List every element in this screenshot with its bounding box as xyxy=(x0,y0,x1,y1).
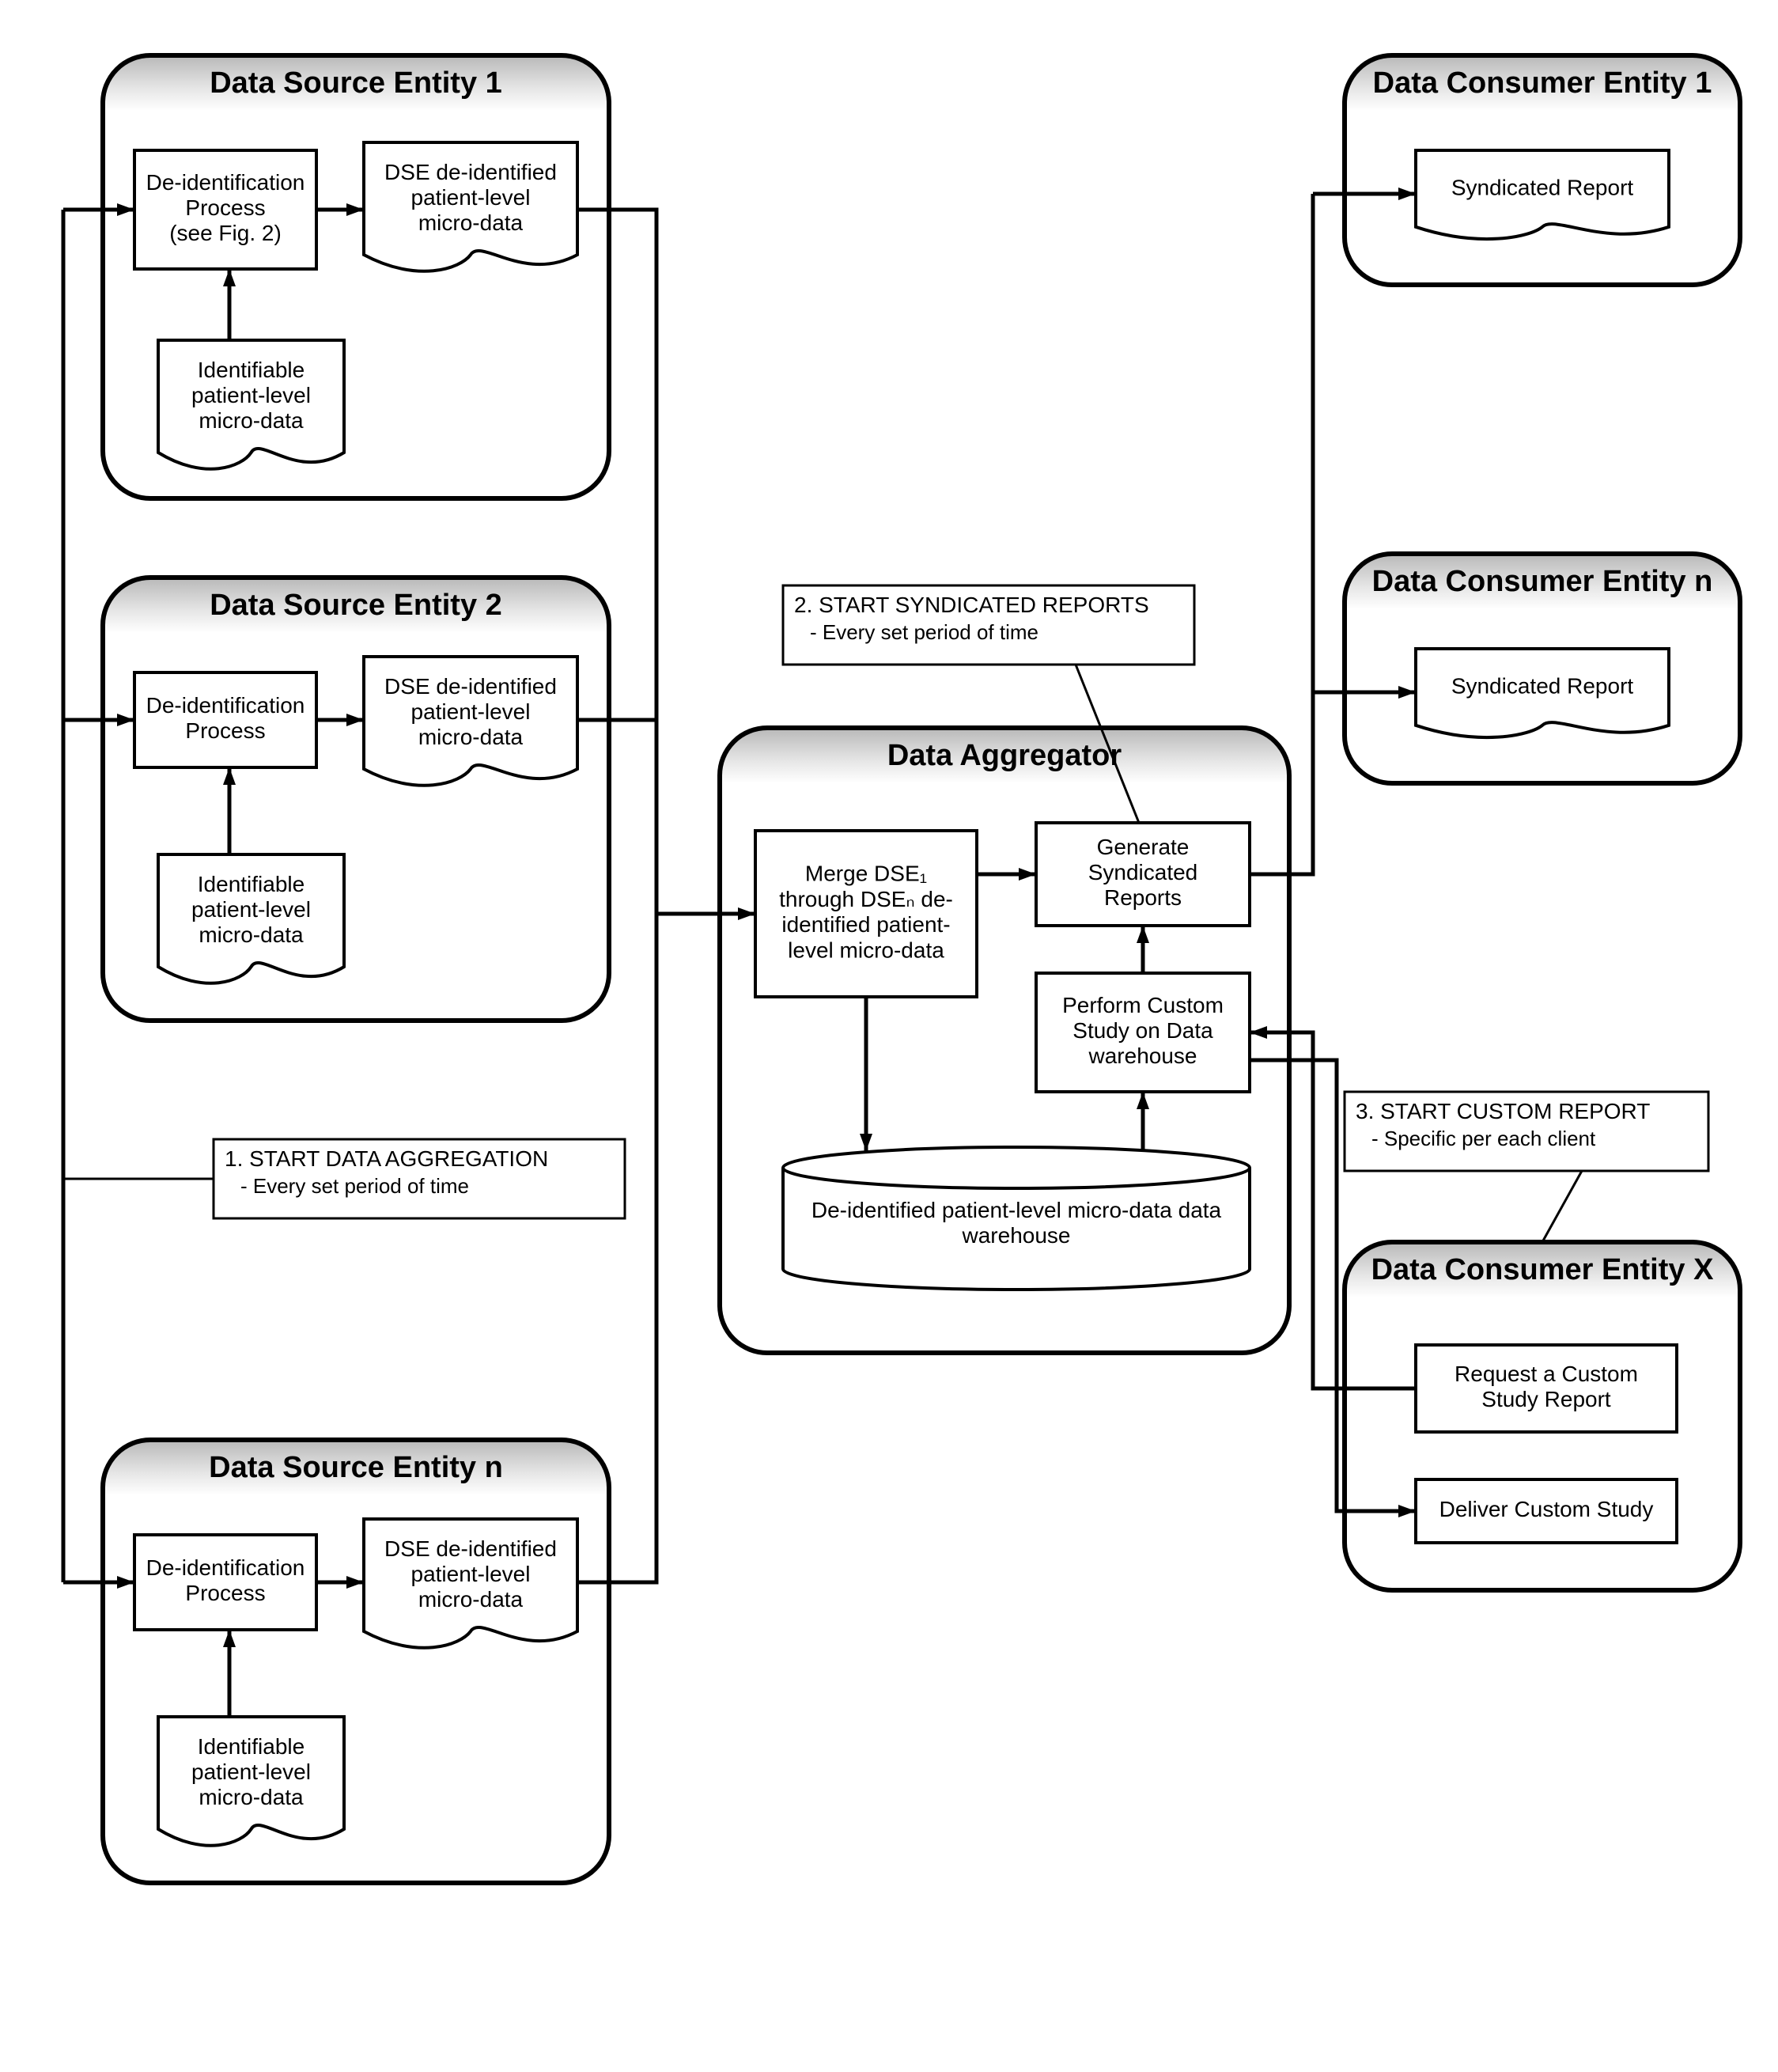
box-label: Deliver Custom Study xyxy=(1439,1497,1654,1521)
module-dse1: Data Source Entity 1 De-identificationPro… xyxy=(103,55,609,498)
note-body: - Every set period of time xyxy=(240,1174,469,1198)
module-title: Data Consumer Entity X xyxy=(1371,1253,1715,1286)
module-title: Data Consumer Entity 1 xyxy=(1373,66,1712,100)
box-dsen-out: DSE de-identifiedpatient-levelmicro-data xyxy=(364,1519,577,1648)
box-agg-wh: De-identified patient-level micro-data d… xyxy=(783,1147,1250,1290)
box-dcex-req: Request a CustomStudy Report xyxy=(1416,1345,1677,1432)
box-agg-merge: Merge DSE₁through DSEₙ de-identified pat… xyxy=(755,831,977,997)
box-dse2-ident: Identifiablepatient-levelmicro-data xyxy=(158,854,344,983)
box-label: Merge DSE₁through DSEₙ de-identified pat… xyxy=(779,862,953,963)
box-label: Identifiablepatient-levelmicro-data xyxy=(191,872,311,947)
module-title: Data Source Entity 2 xyxy=(210,589,502,622)
box-dcex-del: Deliver Custom Study xyxy=(1416,1479,1677,1543)
box-label: Request a CustomStudy Report xyxy=(1455,1362,1638,1411)
note-n1: 1. START DATA AGGREGATION - Every set per… xyxy=(63,1139,625,1218)
box-dse1-deid: De-identificationProcess(see Fig. 2) xyxy=(134,150,316,269)
box-dcen-rep: Syndicated Report xyxy=(1416,649,1669,737)
note-title: 3. START CUSTOM REPORT xyxy=(1356,1099,1650,1123)
edge-trunk-to-merge xyxy=(656,907,755,920)
module-dse2: Data Source Entity 2 De-identificationPro… xyxy=(103,578,609,1021)
box-dse1-out: DSE de-identifiedpatient-levelmicro-data xyxy=(364,142,577,271)
module-dcex: Data Consumer Entity X Request a CustomSt… xyxy=(1345,1242,1740,1590)
box-label: Syndicated Report xyxy=(1451,176,1634,200)
box-agg-custom: Perform CustomStudy on Datawarehouse xyxy=(1036,973,1250,1092)
module-title: Data Aggregator xyxy=(887,739,1122,772)
module-agg: Data Aggregator Merge DSE₁through DSEₙ de… xyxy=(720,728,1289,1353)
box-dsen-deid: De-identificationProcess xyxy=(134,1535,316,1630)
note-title: 1. START DATA AGGREGATION xyxy=(225,1146,548,1171)
box-dsen-ident: Identifiablepatient-levelmicro-data xyxy=(158,1717,344,1846)
note-body: - Every set period of time xyxy=(810,620,1038,644)
box-dse1-ident: Identifiablepatient-levelmicro-data xyxy=(158,340,344,469)
flowchart-canvas: Data Source Entity 1 De-identificationPro… xyxy=(0,0,1778,2072)
box-label: GenerateSyndicatedReports xyxy=(1088,835,1198,910)
module-dce1: Data Consumer Entity 1 Syndicated Report xyxy=(1345,55,1740,285)
note-leader xyxy=(1542,1171,1582,1242)
box-agg-gensynd: GenerateSyndicatedReports xyxy=(1036,823,1250,926)
note-n3: 3. START CUSTOM REPORT - Specific per eac… xyxy=(1345,1092,1708,1242)
note-body: - Specific per each client xyxy=(1371,1127,1596,1150)
module-dsen: Data Source Entity n De-identificationPro… xyxy=(103,1440,609,1883)
box-dse2-out: DSE de-identifiedpatient-levelmicro-data xyxy=(364,657,577,786)
module-title: Data Consumer Entity n xyxy=(1372,565,1713,598)
box-label: Syndicated Report xyxy=(1451,674,1634,699)
note-title: 2. START SYNDICATED REPORTS xyxy=(794,593,1149,617)
module-title: Data Source Entity n xyxy=(209,1451,503,1484)
box-dce1-rep: Syndicated Report xyxy=(1416,150,1669,239)
box-label: Identifiablepatient-levelmicro-data xyxy=(191,1734,311,1809)
box-dse2-deid: De-identificationProcess xyxy=(134,672,316,767)
box-label: Identifiablepatient-levelmicro-data xyxy=(191,358,311,433)
module-title: Data Source Entity 1 xyxy=(210,66,502,100)
module-dcen: Data Consumer Entity n Syndicated Report xyxy=(1345,554,1740,783)
